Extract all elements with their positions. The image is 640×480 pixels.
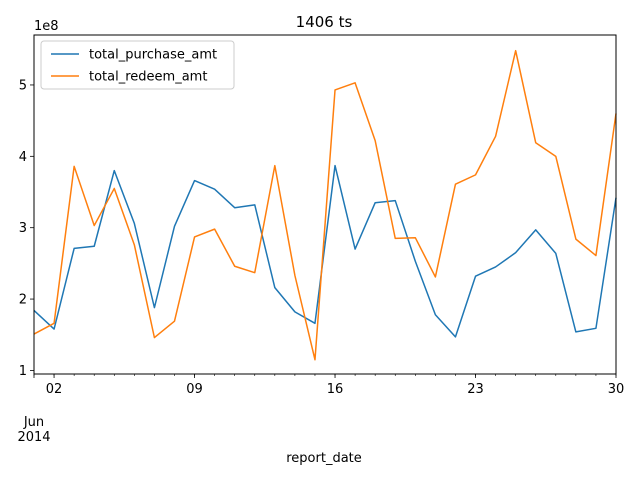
series-line-total_redeem_amt [33, 49, 617, 361]
chart-title: 1406 ts [296, 13, 353, 31]
legend-box [40, 40, 235, 90]
y-tick-label: 3 [19, 221, 27, 236]
x-secondary-label: Jun [23, 415, 44, 430]
series-line-total_purchase_amt [33, 164, 617, 338]
x-tick-label: 30 [608, 382, 625, 397]
x-tick-label: 02 [46, 382, 63, 397]
x-tick-label: 09 [186, 382, 203, 397]
y-tick-label: 5 [19, 78, 27, 93]
legend-entry-label: total_redeem_amt [89, 70, 207, 85]
x-tick-label: 23 [467, 382, 484, 397]
series-layer [33, 49, 617, 361]
plot-frame [33, 34, 617, 375]
y-axis-offset-label: 1e8 [34, 19, 59, 34]
y-axis: 1 2 3 4 5 [19, 78, 34, 379]
x-axis-label: report_date [286, 451, 362, 466]
legend: total_purchase_amt total_redeem_amt [40, 40, 235, 90]
legend-entry-label: total_purchase_amt [89, 48, 217, 63]
y-tick-label: 2 [19, 293, 27, 308]
x-secondary-label: 2014 [17, 430, 50, 445]
y-tick-label: 1 [19, 364, 27, 379]
x-tick-label: 16 [327, 382, 344, 397]
y-tick-label: 4 [19, 150, 27, 165]
